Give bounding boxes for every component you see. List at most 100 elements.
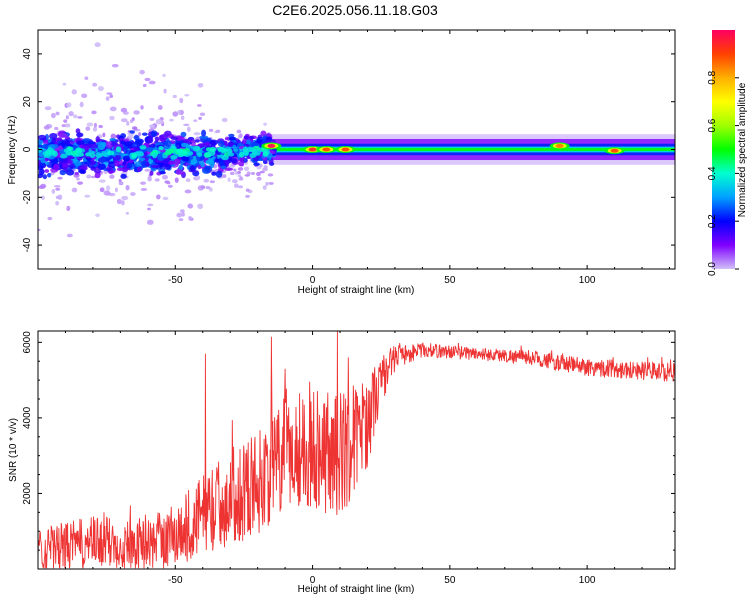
spectrogram-cell bbox=[227, 177, 231, 182]
spectrogram-cell bbox=[193, 132, 201, 136]
spectrogram-hotspot bbox=[555, 143, 564, 148]
spectrogram-cell bbox=[188, 215, 193, 221]
spectrogram-cell bbox=[122, 161, 127, 166]
spectrogram-cell bbox=[136, 151, 145, 157]
spectrogram-cell bbox=[42, 174, 48, 180]
spectrogram-cell bbox=[149, 170, 154, 176]
y-tick-label: 40 bbox=[22, 48, 33, 60]
spectrogram-cell bbox=[86, 174, 92, 179]
spectrogram-cell bbox=[147, 136, 154, 144]
spectrogram-cell bbox=[147, 203, 154, 207]
spectrogram-cell bbox=[45, 150, 52, 155]
spectrogram-cell bbox=[178, 164, 184, 171]
spectrogram-cell bbox=[172, 111, 179, 117]
spectrogram-cell bbox=[197, 152, 203, 157]
spectrogram-x-label: Height of straight line (km) bbox=[298, 285, 415, 296]
spectrogram-cell bbox=[67, 159, 74, 164]
spectrogram-cell bbox=[68, 111, 74, 117]
spectrogram-cell bbox=[60, 153, 68, 159]
spectrogram-cell bbox=[159, 134, 168, 140]
spectrogram-cell bbox=[73, 114, 78, 119]
spectrogram-cell bbox=[242, 146, 248, 153]
spectrogram-cell bbox=[110, 133, 117, 140]
spectrogram-cell bbox=[69, 163, 75, 169]
spectrogram-cell bbox=[203, 178, 210, 183]
spectrogram-cell bbox=[92, 82, 98, 87]
spectrogram-cell bbox=[57, 194, 63, 200]
spectrogram-cell bbox=[141, 132, 148, 136]
spectrogram-cell bbox=[43, 125, 50, 130]
spectrogram-cell bbox=[38, 165, 44, 171]
spectrogram-cell bbox=[109, 94, 114, 99]
spectrogram-cell bbox=[142, 83, 147, 88]
y-tick-label: 2000 bbox=[22, 482, 33, 505]
spectrogram-cell bbox=[140, 188, 148, 191]
spectrogram-cell bbox=[239, 176, 243, 180]
spectrogram-cell bbox=[155, 118, 163, 125]
spectrogram-cell bbox=[191, 150, 197, 157]
colorbar: 0.0 0.2 0.4 0.6 0.8 Normalized spectral ampl… bbox=[707, 30, 748, 276]
x-tick-label: 0 bbox=[310, 575, 316, 586]
spectrogram-cell bbox=[150, 130, 158, 137]
x-tick-label: 100 bbox=[579, 275, 596, 286]
spectrogram-cell bbox=[238, 151, 245, 158]
spectrogram-cell bbox=[41, 195, 45, 201]
spectrogram-cell bbox=[120, 107, 128, 113]
spectrogram-cell bbox=[205, 185, 211, 190]
spectrogram-cell bbox=[116, 167, 124, 172]
spectrogram-cell bbox=[177, 110, 182, 115]
spectrogram-cell bbox=[245, 146, 254, 153]
spectrogram-cell bbox=[120, 173, 127, 179]
spectrogram-cell bbox=[236, 139, 241, 144]
spectrogram-cell bbox=[265, 136, 273, 142]
spectrogram-cell bbox=[58, 132, 68, 138]
spectrogram-cell bbox=[221, 155, 229, 161]
spectrogram-cell bbox=[144, 162, 150, 167]
spectrogram-cell bbox=[65, 115, 69, 120]
spectrogram-cell bbox=[215, 129, 221, 133]
spectrogram-cell bbox=[38, 168, 45, 176]
spectrogram-cell bbox=[208, 128, 214, 132]
spectrogram-cell bbox=[231, 158, 238, 164]
spectrogram-cell bbox=[187, 203, 194, 209]
spectrogram-cell bbox=[215, 170, 223, 178]
spectrogram-cell bbox=[109, 106, 117, 112]
spectrogram-cell bbox=[174, 158, 180, 165]
spectrogram-hotspot bbox=[610, 148, 619, 153]
spectrogram-cell bbox=[144, 77, 151, 82]
spectrogram-cell bbox=[146, 219, 154, 225]
spectrogram-cell bbox=[85, 126, 91, 131]
snr-series bbox=[38, 331, 675, 569]
spectrogram-cell bbox=[109, 137, 116, 142]
spectrogram-cell bbox=[237, 170, 241, 174]
spectrogram-cell bbox=[245, 188, 250, 192]
spectrogram-cell bbox=[164, 130, 172, 136]
spectrogram-cell bbox=[44, 169, 50, 173]
spectrogram-cell bbox=[121, 166, 129, 173]
snr-x-label: Height of straight line (km) bbox=[298, 584, 415, 595]
spectrogram-cell bbox=[195, 139, 200, 143]
spectrogram-cell bbox=[97, 163, 106, 171]
spectrogram-cell bbox=[55, 200, 60, 206]
spectrogram-cell bbox=[78, 169, 86, 174]
spectrogram-cell bbox=[232, 144, 237, 150]
spectrogram-cell bbox=[184, 93, 190, 97]
spectrogram-cell bbox=[55, 187, 61, 191]
spectrogram-cell bbox=[95, 152, 103, 159]
x-tick-label: -50 bbox=[168, 275, 183, 286]
spectrogram-cell bbox=[133, 110, 140, 115]
x-tick-label: 0 bbox=[310, 275, 316, 286]
y-tick-label: -20 bbox=[22, 190, 33, 205]
spectrogram-cell bbox=[131, 153, 138, 159]
spectrogram-cell bbox=[239, 133, 243, 138]
spectrogram-cell bbox=[130, 192, 136, 196]
spectrogram-cell bbox=[169, 118, 174, 122]
spectrogram-cell bbox=[140, 181, 147, 185]
spectrogram-cell bbox=[115, 146, 122, 153]
spectrogram-cell bbox=[209, 139, 219, 146]
spectrogram-cell bbox=[62, 157, 68, 164]
spectrogram-cell bbox=[156, 194, 161, 200]
spectrogram-cell bbox=[105, 96, 110, 101]
spectrogram-cell bbox=[154, 136, 160, 141]
spectrogram-cell bbox=[38, 139, 44, 145]
